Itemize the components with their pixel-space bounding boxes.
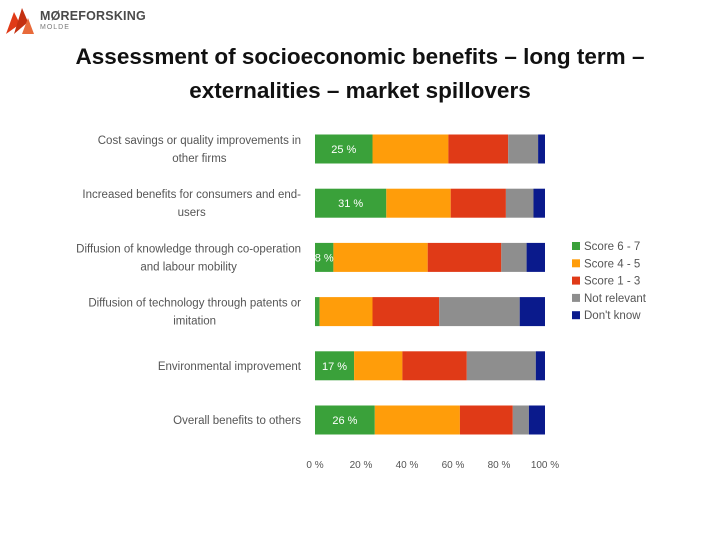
legend-label-1: Score 6 - 7 (584, 241, 640, 253)
bar-segment-5-series-1 (315, 351, 355, 381)
bar-segment-1-series-5 (538, 134, 545, 164)
bar-segment-6-series-2 (374, 405, 460, 435)
category-label-3-line-1: Diffusion of knowledge through co-operat… (76, 243, 301, 255)
category-label-4-line-1: Diffusion of technology through patents … (88, 298, 301, 310)
x-axis-ticks: 0 % 20 % 40 % 60 % 80 % 100 % (306, 460, 559, 471)
bar-segment-6-series-3 (459, 405, 513, 435)
legend-label-5: Don't know (584, 310, 641, 322)
data-label-1: 25 % (331, 144, 356, 156)
x-tick-label-6: 100 % (531, 460, 559, 471)
title-line-2: externalities – market spillovers (189, 78, 531, 103)
bar-segment-1-series-3 (448, 134, 509, 164)
category-label-6-line-1: Overall benefits to others (173, 415, 301, 427)
bar-segment-1-series-4 (508, 134, 539, 164)
bar-segment-6-series-1 (315, 405, 375, 435)
bar-segment-2-series-4 (505, 188, 534, 218)
bar-segment-4-series-4 (439, 297, 520, 327)
bar-segment-2-series-3 (450, 188, 506, 218)
bar-segment-5-series-2 (354, 351, 403, 381)
logo: MØREFORSKING MOLDE (6, 6, 146, 36)
legend-swatch-3 (572, 276, 580, 285)
bar-segment-3-series-2 (333, 242, 428, 272)
category-label-2-line-1: Increased benefits for consumers and end… (82, 189, 301, 201)
category-label-5-line-1: Environmental improvement (158, 361, 302, 373)
x-tick-label-5: 80 % (488, 460, 511, 471)
x-tick-label-3: 40 % (396, 460, 419, 471)
bars-group: 25 % 31 % 8 % 17 % 26 % (315, 134, 545, 435)
logo-subtitle: MOLDE (40, 24, 70, 31)
legend-swatch-1 (572, 242, 580, 250)
category-labels: Cost savings or quality improvements in o… (76, 135, 302, 427)
logo-name: MØREFORSKING (40, 9, 146, 23)
bar-segment-1-series-2 (372, 134, 449, 164)
bar-segment-3-series-3 (427, 242, 502, 272)
bar-segment-4-series-2 (319, 297, 373, 327)
legend-label-4: Not relevant (584, 293, 647, 305)
page-title: Assessment of socioeconomic benefits – l… (20, 40, 700, 108)
legend-label-2: Score 4 - 5 (584, 258, 640, 270)
legend-label-3: Score 1 - 3 (584, 276, 640, 288)
bar-segment-4-series-1 (315, 297, 320, 327)
bar-segment-2-series-1 (315, 188, 387, 218)
category-label-2-line-2: users (178, 207, 206, 219)
x-tick-label-1: 0 % (306, 460, 323, 471)
bar-segment-6-series-4 (512, 405, 529, 435)
data-label-5: 17 % (322, 361, 347, 373)
data-label-2: 31 % (338, 198, 363, 210)
legend-swatch-2 (572, 259, 580, 268)
logo-mark-icon (6, 8, 34, 34)
bar-segment-5-series-5 (535, 351, 545, 381)
category-label-3-line-2: and labour mobility (140, 261, 237, 273)
category-label-4-line-2: imitation (173, 316, 216, 328)
legend-swatch-5 (572, 311, 580, 320)
data-label-6: 26 % (332, 415, 357, 427)
category-label-1-line-2: other firms (172, 153, 227, 165)
title-line-1: Assessment of socioeconomic benefits – l… (75, 44, 645, 69)
x-tick-label-2: 20 % (350, 460, 373, 471)
bar-segment-5-series-4 (466, 351, 536, 381)
x-tick-label-4: 60 % (442, 460, 465, 471)
bar-segment-1-series-1 (315, 134, 373, 164)
bar-segment-2-series-2 (386, 188, 451, 218)
bar-segment-6-series-5 (528, 405, 545, 435)
bar-segment-3-series-1 (315, 242, 334, 272)
bar-segment-3-series-4 (501, 242, 527, 272)
bar-segment-2-series-5 (533, 188, 545, 218)
bar-segment-4-series-3 (372, 297, 440, 327)
bar-segment-3-series-5 (526, 242, 545, 272)
bar-segment-4-series-5 (519, 297, 545, 327)
bar-segment-5-series-3 (402, 351, 467, 381)
category-label-1-line-1: Cost savings or quality improvements in (98, 135, 301, 147)
legend: Score 6 - 7 Score 4 - 5 Score 1 - 3 Not rel… (572, 241, 647, 322)
data-label-3: 8 % (315, 252, 334, 264)
legend-swatch-4 (572, 293, 580, 302)
